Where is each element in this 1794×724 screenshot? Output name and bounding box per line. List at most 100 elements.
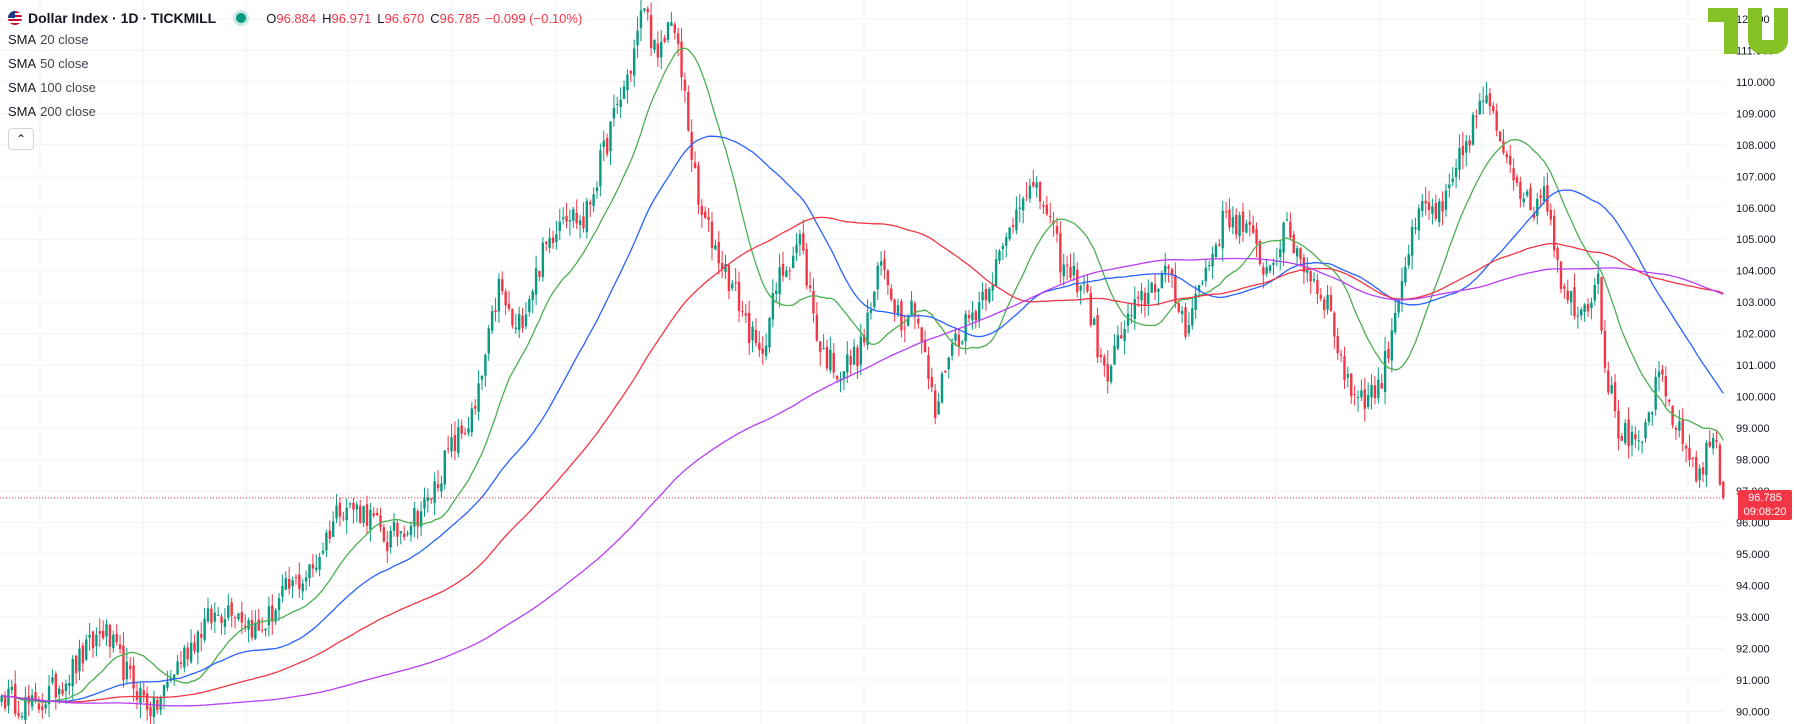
candle <box>1103 353 1106 377</box>
candle <box>528 295 531 317</box>
candle-body <box>856 347 859 367</box>
candle-body <box>741 310 744 313</box>
candle-body <box>697 165 700 205</box>
candle <box>917 313 920 329</box>
candle <box>342 511 345 522</box>
candle-body <box>61 689 64 694</box>
candle <box>281 574 284 603</box>
candle-body <box>1147 292 1150 304</box>
candle <box>1153 274 1157 301</box>
candle-body <box>683 79 687 91</box>
candle-body <box>842 371 846 380</box>
candle-body <box>1218 244 1221 246</box>
candle-body <box>189 642 193 663</box>
candle <box>1346 366 1350 388</box>
candle <box>176 654 179 676</box>
candle <box>1549 203 1553 226</box>
collapse-legend-button[interactable]: ⌃ <box>8 128 34 150</box>
candle-body <box>294 577 298 579</box>
candle <box>3 691 7 712</box>
candle-body <box>616 103 619 105</box>
candle-body <box>477 383 480 412</box>
candle-body <box>1109 365 1113 383</box>
candle-body <box>1711 437 1715 449</box>
candle-body <box>819 341 822 352</box>
open-value: 96.884 <box>276 10 317 26</box>
symbol-title[interactable]: Dollar Index · 1D · TICKMILL <box>28 10 217 26</box>
candle <box>1617 399 1620 451</box>
candle-body <box>673 24 676 33</box>
price-axis[interactable]: 90.000 91.000 92.000 93.000 94.000 95.000 96.0… <box>1725 0 1794 724</box>
candle-body <box>1417 208 1421 231</box>
candle-body <box>1025 195 1028 197</box>
symbol-row[interactable]: Dollar Index · 1D · TICKMILL O96.884 H96… <box>8 8 582 28</box>
candle <box>1096 307 1099 363</box>
last-price-value: 96.785 <box>1748 492 1782 504</box>
candle <box>673 21 676 40</box>
candle-body <box>223 619 227 627</box>
y-tick-label: 94.000 <box>1736 580 1770 592</box>
candle <box>734 267 737 292</box>
candle <box>1062 253 1065 286</box>
candle-body <box>1038 181 1042 202</box>
candle <box>538 270 541 282</box>
candle-body <box>1475 115 1478 117</box>
candle <box>1481 86 1485 115</box>
candle-body <box>971 312 974 321</box>
candle-body <box>1566 290 1569 301</box>
candle-body <box>335 505 338 519</box>
candle <box>1522 192 1525 208</box>
candle <box>1028 178 1032 203</box>
candle <box>183 644 186 673</box>
candle-body <box>1103 356 1106 366</box>
bar-countdown: 09:08:20 <box>1743 506 1787 518</box>
candle <box>419 501 423 536</box>
candle <box>1542 176 1546 205</box>
candle-body <box>149 706 152 717</box>
study-sma-20[interactable]: SMA 20 close <box>8 28 582 52</box>
candle <box>1407 244 1410 269</box>
candle <box>1593 277 1596 306</box>
candle <box>1170 267 1174 288</box>
candle <box>717 231 720 275</box>
candle <box>1045 196 1049 217</box>
candle <box>54 671 58 710</box>
y-tick-label: 92.000 <box>1736 643 1770 655</box>
candle <box>961 339 964 346</box>
candle-body <box>7 688 10 706</box>
candle-body <box>1157 289 1160 292</box>
candle-body <box>172 674 176 680</box>
candle-body <box>1603 330 1607 368</box>
study-sma-100[interactable]: SMA 100 close <box>8 76 582 100</box>
candle <box>680 27 683 91</box>
candle-body <box>808 285 812 289</box>
candle <box>700 199 704 228</box>
candle-body <box>1099 354 1103 358</box>
candle <box>1079 284 1082 305</box>
candle-body <box>1549 210 1553 220</box>
candle-body <box>81 645 85 664</box>
candle <box>1329 286 1333 312</box>
candle-body <box>558 221 561 232</box>
candle <box>988 286 991 304</box>
candle-body <box>785 270 788 277</box>
sma-20-line <box>1 47 1724 704</box>
candle <box>815 302 819 343</box>
candle-body <box>947 357 950 370</box>
candle <box>1082 274 1086 294</box>
candle <box>17 701 20 720</box>
candle-body <box>274 609 277 622</box>
candle-body <box>1590 302 1593 308</box>
candle-body <box>37 703 41 710</box>
candle-body <box>798 234 802 245</box>
candle-body <box>957 334 961 347</box>
study-sma-50[interactable]: SMA 50 close <box>8 52 582 76</box>
study-sma-200[interactable]: SMA 200 close <box>8 100 582 124</box>
candle-body <box>1177 303 1180 312</box>
candle <box>1008 227 1011 242</box>
candle-body <box>1414 227 1417 230</box>
candle <box>1722 480 1725 500</box>
candle-body <box>609 121 612 152</box>
candle-body <box>47 686 51 705</box>
